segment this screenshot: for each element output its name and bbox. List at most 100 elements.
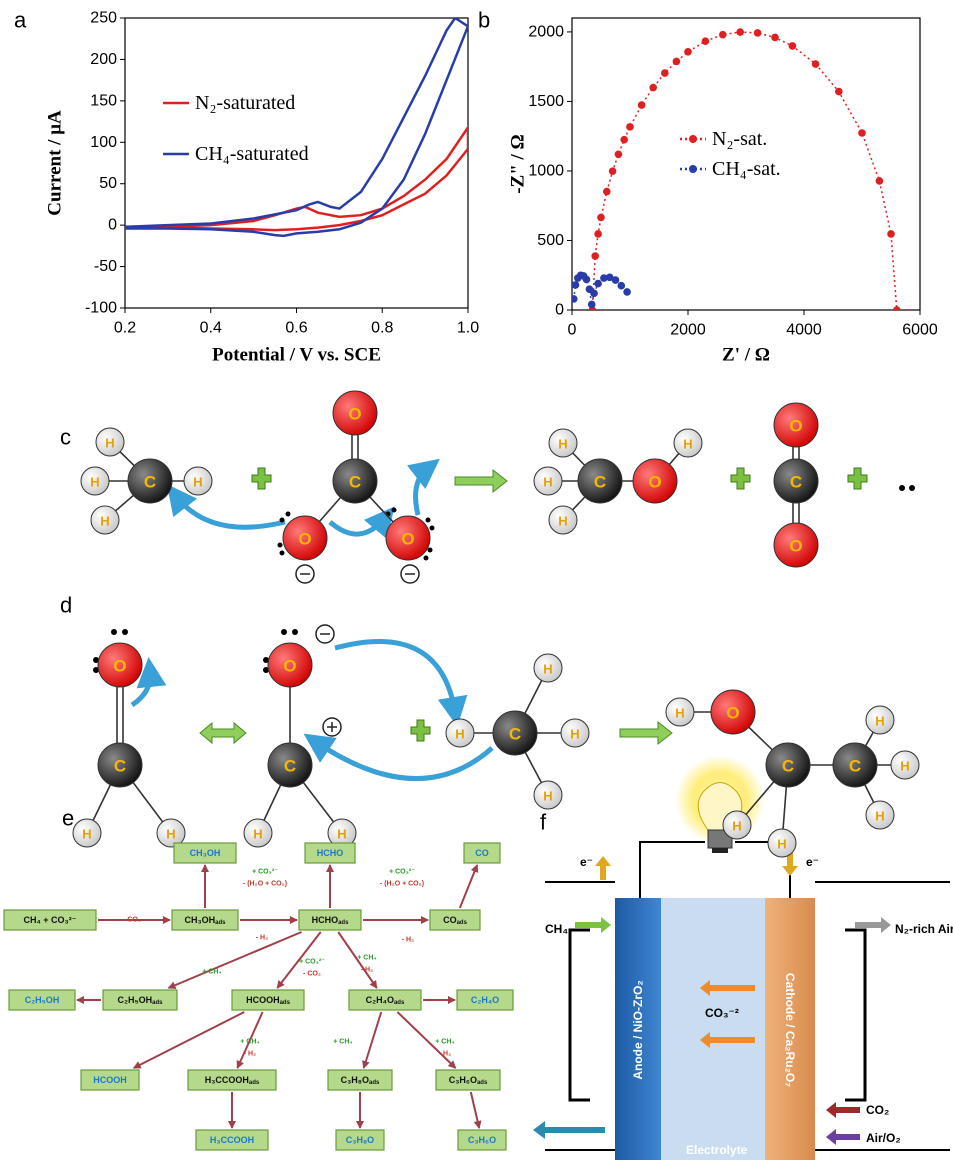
data-point (590, 290, 598, 298)
step-label: - H₂ (256, 935, 268, 942)
atom-label: H (105, 436, 114, 451)
x-tick-label: 0.8 (371, 320, 393, 337)
atom-label: H (683, 437, 692, 452)
atom-label: H (777, 837, 786, 852)
atom-label: O (283, 657, 296, 676)
data-point (597, 214, 605, 222)
data-point (684, 48, 692, 56)
data-point (702, 37, 710, 45)
species-label: C₃H₈O (346, 1135, 374, 1145)
cell-label: CO₂ (866, 1103, 889, 1117)
x-tick-label: 0.4 (200, 320, 222, 337)
cell-label: Electrolyte (686, 1143, 748, 1157)
species-subscript: ads (394, 1000, 405, 1006)
cell-label: Anode / NiO-ZrO₂ (631, 980, 645, 1079)
atom-label: H (193, 475, 202, 490)
y-tick-label: 500 (537, 232, 564, 249)
x-tick-label: 1.0 (457, 320, 479, 337)
figure: abcdef0.20.40.60.81.0-100-50050100150200… (0, 0, 953, 1160)
data-point (858, 129, 866, 137)
y-tick-label: 2000 (528, 23, 564, 40)
data-point (771, 34, 779, 42)
atom-label: O (726, 704, 739, 723)
data-point (736, 28, 744, 36)
legend-label: CH₄-sat. (712, 158, 781, 180)
x-tick-label: 0.2 (114, 320, 136, 337)
species-formula: CO (443, 915, 457, 925)
atom-label: H (570, 727, 579, 742)
species-formula: C₂H₅OH (118, 995, 153, 1005)
y-tick-label: 200 (90, 51, 117, 68)
y-tick-label: 1000 (528, 162, 564, 179)
y-tick-label: 50 (99, 175, 117, 192)
atom-label: H (900, 759, 909, 774)
cell-label: e⁻ (580, 855, 593, 869)
step-label: - (H₂O + CO₂) (380, 881, 424, 888)
page: {"panel_labels": ["a", "b", "c", "d", "e… (0, 0, 953, 1160)
atom-label: C (114, 757, 126, 776)
atom-label: H (543, 662, 552, 677)
cell-label: CO₃⁻² (705, 1006, 739, 1020)
atom-label: H (675, 706, 684, 721)
legend-marker (689, 135, 697, 143)
atom-label: C (509, 725, 521, 744)
data-point (719, 31, 727, 39)
step-label: - H₂ (361, 967, 373, 974)
atom-label: O (113, 657, 126, 676)
species-formula: CH₃OH (190, 848, 221, 858)
atom-label: C (782, 757, 794, 776)
species-formula: HCOOH (93, 1075, 127, 1085)
y-tick-label: 0 (108, 217, 117, 234)
data-point (603, 188, 611, 196)
panel-label: c (60, 425, 71, 450)
species-subscript: ads (477, 1080, 488, 1086)
step-label: - (H₂O + CO₂) (243, 881, 287, 888)
x-axis-label: Potential / V vs. SCE (212, 345, 381, 366)
species-formula: CH₄ + CO₃²⁻ (24, 915, 77, 925)
data-point (612, 276, 620, 284)
species-formula: HCOOH (246, 995, 280, 1005)
atom-label: H (455, 727, 464, 742)
atom-label: H (875, 809, 884, 824)
atom-label: H (337, 827, 346, 842)
data-point (638, 101, 646, 109)
species-subscript: ads (338, 920, 349, 926)
species-formula: C₃H₈O (346, 1135, 374, 1145)
panel-label: e (62, 806, 74, 831)
atom-label: H (875, 714, 884, 729)
species-formula: H₃CCOOH (205, 1075, 249, 1085)
atom-label: H (543, 475, 552, 490)
step-label: - CO₂ (123, 917, 141, 924)
species-formula: H₃CCOOH (210, 1135, 254, 1145)
data-point (583, 276, 591, 284)
species-label: C₂H₅OH (25, 995, 60, 1005)
y-tick-label: 1500 (528, 93, 564, 110)
step-label: + CH₄ (357, 955, 376, 962)
data-point (591, 252, 599, 260)
data-point (572, 281, 580, 289)
atom-label: H (558, 514, 567, 529)
step-label: + CO₃²⁻ (299, 959, 325, 966)
data-point (609, 167, 617, 175)
legend-label: N₂-sat. (712, 128, 767, 150)
species-formula: C₃H₆O (449, 1075, 477, 1085)
atom-label: H (543, 789, 552, 804)
atom-label: O (348, 405, 361, 424)
legend-label: N₂-saturated (195, 92, 295, 114)
step-label: + CH₄ (202, 969, 221, 976)
atom-label: H (558, 437, 567, 452)
step-label: - CO₂ (303, 971, 321, 978)
y-axis-label: -Z" / Ω (508, 134, 529, 194)
data-point (594, 230, 602, 238)
atom-label: O (401, 530, 414, 549)
species-formula: HCHO (317, 848, 344, 858)
step-label: + CH₄ (435, 1039, 454, 1046)
species-subscript: ads (457, 920, 468, 926)
species-label: CO (475, 848, 489, 858)
species-subscript: ads (369, 1080, 380, 1086)
atom-label: H (166, 827, 175, 842)
atom-label: C (144, 473, 156, 492)
species-subscript: ads (152, 1000, 163, 1006)
species-label: CH₄ + CO₃²⁻ (24, 915, 77, 925)
step-label: - H₂ (402, 937, 414, 944)
